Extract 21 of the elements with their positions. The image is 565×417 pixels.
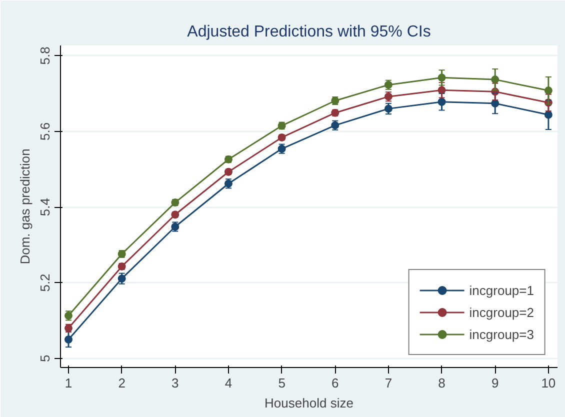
chart-title: Adjusted Predictions with 95% CIs [187, 24, 431, 40]
x-axis-title: Household size [264, 396, 354, 410]
x-tick-label: 9 [491, 376, 499, 390]
x-tick-label: 4 [224, 376, 232, 390]
y-tick-label: 5.6 [38, 122, 52, 140]
x-tick-label: 3 [172, 376, 179, 390]
legend-label: incgroup=3 [469, 326, 534, 342]
y-tick-label: 5.4 [38, 198, 52, 216]
y-axis-title: Dom. gas prediction [18, 148, 32, 264]
x-tick-label: 10 [541, 376, 556, 390]
legend-label: incgroup=1 [469, 282, 534, 298]
legend-label: incgroup=2 [469, 304, 534, 320]
y-tick-label: 5.8 [38, 46, 52, 65]
x-tick-label: 6 [332, 376, 339, 390]
x-tick-label: 8 [438, 376, 446, 390]
y-tick-label: 5 [38, 354, 52, 362]
x-tick-label: 2 [118, 376, 126, 390]
x-tick-label: 5 [278, 376, 286, 390]
x-tick-label: 7 [384, 376, 392, 390]
x-tick-label: 1 [64, 376, 72, 390]
y-tick-label: 5.2 [38, 274, 52, 292]
